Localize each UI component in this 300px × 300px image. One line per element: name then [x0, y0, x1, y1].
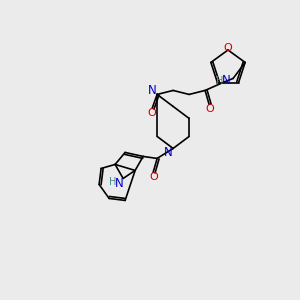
Text: H: H: [216, 76, 224, 86]
Text: O: O: [150, 172, 158, 182]
Text: N: N: [222, 74, 230, 87]
Text: O: O: [224, 43, 232, 53]
Text: O: O: [148, 108, 157, 118]
Text: H: H: [110, 177, 117, 188]
Text: O: O: [206, 104, 214, 114]
Text: N: N: [164, 146, 172, 159]
Text: N: N: [115, 177, 124, 190]
Text: N: N: [148, 84, 157, 97]
